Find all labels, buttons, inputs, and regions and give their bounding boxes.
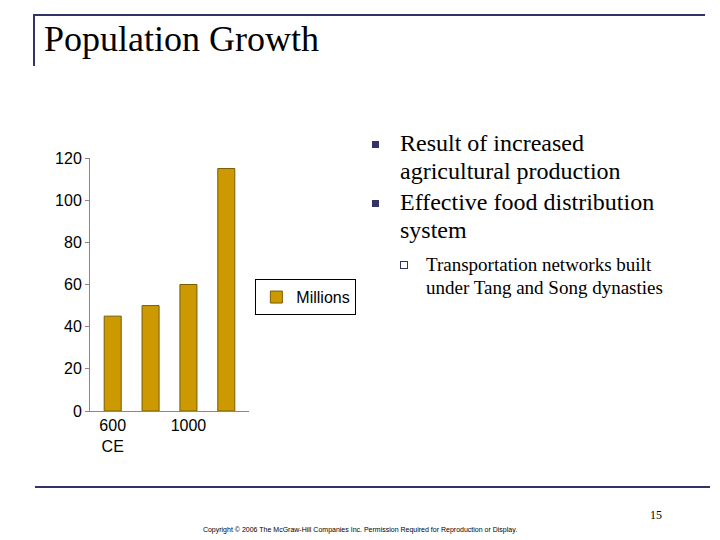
svg-text:20: 20 [64,360,82,377]
svg-text:0: 0 [73,403,82,420]
html-text:Transportation networks built: Transportation networks built under Tang… [426,254,663,299]
html-text:Copyright © 2006 The McGraw-Hi: Copyright © 2006 The McGraw-Hill Compani… [202,526,518,533]
svg-text:100: 100 [55,192,82,209]
svg-text:40: 40 [64,318,82,335]
html-text:Effective food distribution sy: Effective food distribution system [400,189,655,243]
svg-text:Millions: Millions [296,289,349,306]
html-text:15: 15 [650,508,662,522]
svg-text:1000: 1000 [171,417,207,434]
html-text:Result of increased agricultur: Result of increased agricultural product… [400,130,621,184]
svg-text:60: 60 [64,276,82,293]
html-text:Population Growth: Population Growth [44,19,319,59]
svg-text:80: 80 [64,234,82,251]
svg-text:120: 120 [55,150,82,167]
svg-text:600CE: 600CE [99,417,126,455]
